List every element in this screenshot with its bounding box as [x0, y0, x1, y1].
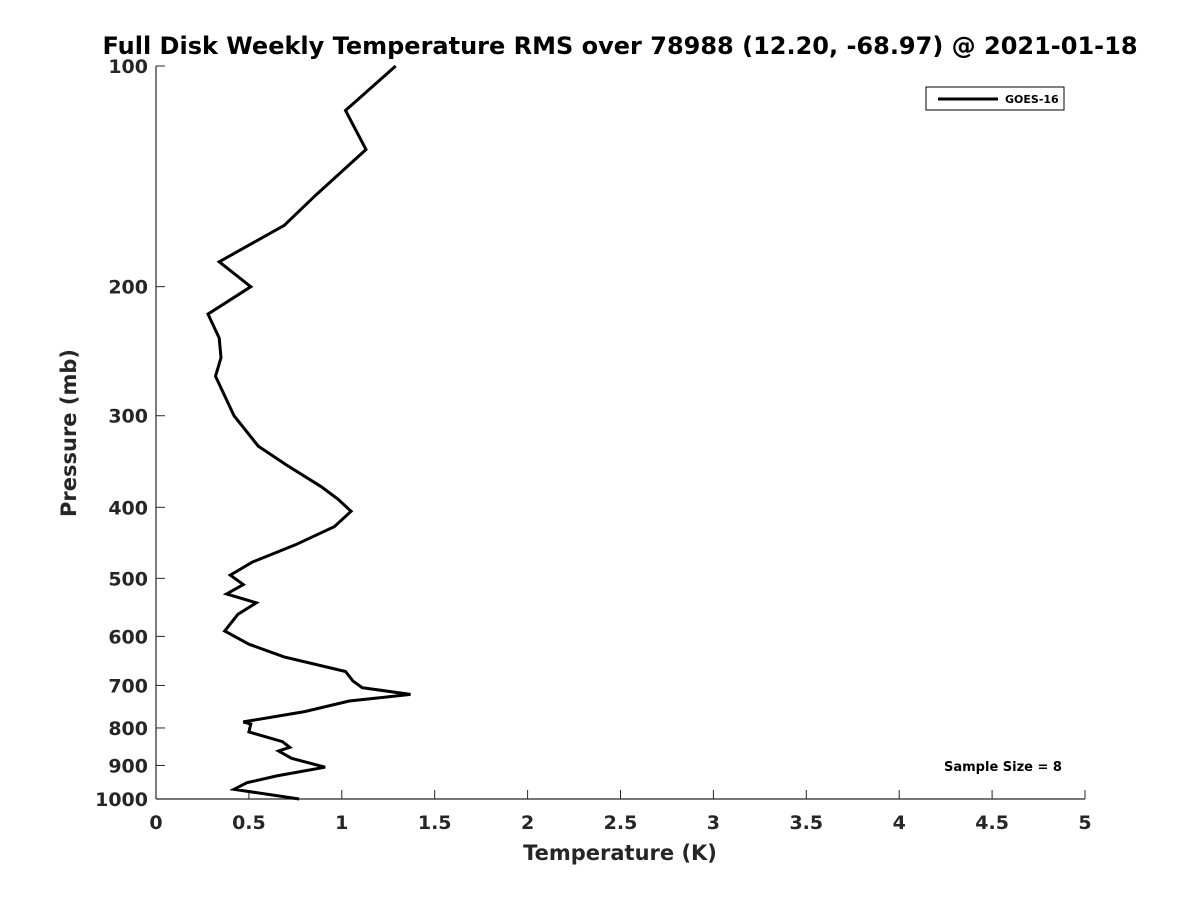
x-tick-label: 1 — [335, 812, 348, 834]
series-line-goes16 — [206, 64, 411, 801]
series-layer — [206, 64, 411, 801]
x-tick-label: 0.5 — [232, 812, 266, 834]
x-axis-label: Temperature (K) — [523, 841, 717, 865]
y-tick-label: 600 — [108, 626, 148, 648]
y-tick-label: 300 — [108, 406, 148, 428]
x-tick-label: 3 — [707, 812, 720, 834]
y-tick-label: 800 — [108, 718, 148, 740]
x-tick-label: 5 — [1078, 812, 1091, 834]
y-tick-label: 200 — [108, 277, 148, 299]
legend: GOES-16 — [925, 86, 1065, 111]
y-tick-label: 500 — [108, 568, 148, 590]
x-tick-label: 1.5 — [418, 812, 452, 834]
y-tick-label: 1000 — [95, 789, 148, 811]
plot-axes — [155, 66, 1085, 800]
y-axis-ticks: 100 200 300 400 500 600 700 800 900 1000 — [95, 56, 165, 811]
x-tick-label: 2 — [521, 812, 534, 834]
y-tick-label: 700 — [108, 675, 148, 697]
y-tick-label: 100 — [108, 56, 148, 78]
x-tick-label: 0 — [149, 812, 162, 834]
y-axis-label: Pressure (mb) — [57, 349, 81, 517]
x-tick-label: 4.5 — [975, 812, 1009, 834]
x-tick-label: 3.5 — [789, 812, 823, 834]
x-tick-label: 4 — [893, 812, 906, 834]
chart-title: Full Disk Weekly Temperature RMS over 78… — [102, 32, 1137, 60]
sample-size-annotation: Sample Size = 8 — [944, 760, 1062, 775]
y-tick-label: 900 — [108, 755, 148, 777]
x-axis-ticks: 0 0.5 1 1.5 2 2.5 3 3.5 4 4.5 5 — [149, 790, 1092, 834]
legend-label-goes16: GOES-16 — [1005, 93, 1059, 106]
x-tick-label: 2.5 — [604, 812, 638, 834]
y-tick-label: 400 — [108, 497, 148, 519]
